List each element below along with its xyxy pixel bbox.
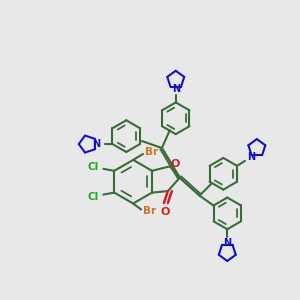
Text: O: O <box>170 159 179 170</box>
Text: Br: Br <box>146 147 158 157</box>
Text: Cl: Cl <box>88 162 99 172</box>
Text: N: N <box>93 139 101 149</box>
Text: N: N <box>247 152 255 162</box>
Text: N: N <box>223 238 231 248</box>
Text: O: O <box>160 207 170 217</box>
Text: N: N <box>172 84 180 94</box>
Text: Cl: Cl <box>88 192 99 202</box>
Text: Br: Br <box>143 206 157 216</box>
